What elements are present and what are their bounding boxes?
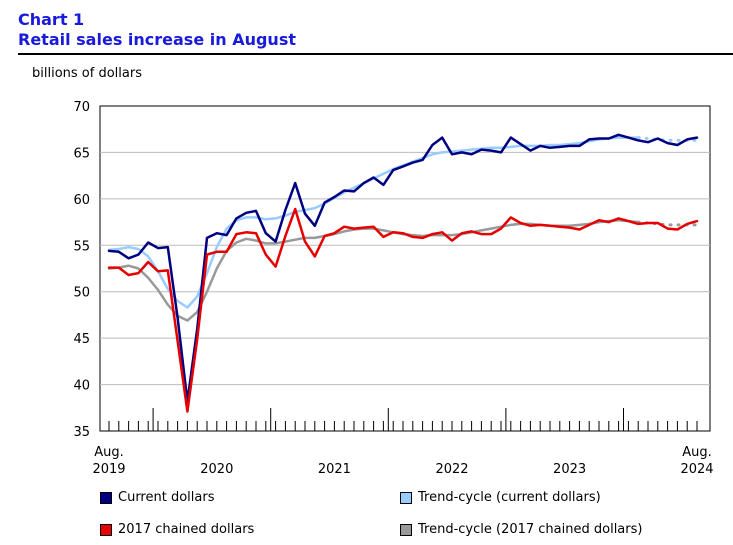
y-tick-label: 70 — [73, 100, 90, 115]
plot-area-border — [99, 105, 711, 432]
line-chart: 35 40 45 50 55 60 65 70 Aug. 2019 2020 2021 2022 202… — [73, 100, 713, 477]
legend-item-chained: 2017 chained dollars — [100, 522, 254, 537]
legend-label-chained: 2017 chained dollars — [118, 522, 255, 537]
y-tick-label: 50 — [73, 286, 90, 301]
legend-label-trend-current: Trend-cycle (current dollars) — [418, 490, 601, 505]
legend-swatch-current — [100, 491, 112, 504]
y-tick-label: 45 — [73, 332, 90, 347]
x-tick-label-month: Aug. — [94, 445, 124, 460]
title-divider — [18, 53, 733, 55]
series-line-current — [107, 133, 699, 403]
x-tick-label-year: 2020 — [200, 462, 233, 477]
legend-item-current: Current dollars — [100, 490, 214, 505]
legend-label-current: Current dollars — [118, 490, 215, 505]
legend-swatch-trend-current — [400, 491, 412, 504]
y-tick-label: 60 — [73, 193, 90, 208]
chart-number: Chart 1 — [18, 10, 85, 29]
legend-swatch-trend-chained — [400, 523, 412, 536]
x-tick-label-year: 2019 — [92, 462, 125, 477]
chart-title-block: Chart 1 Retail sales increase in August — [18, 10, 733, 50]
legend-item-trend-current: Trend-cycle (current dollars) — [400, 490, 601, 505]
y-tick-label: 65 — [73, 146, 90, 161]
x-tick-label-year: 2024 — [680, 462, 713, 477]
legend-label-trend-chained: Trend-cycle (2017 chained dollars) — [418, 522, 643, 537]
y-tick-label: 40 — [73, 379, 90, 394]
y-axis-unit-label: billions of dollars — [32, 66, 142, 81]
x-tick-label-year: 2023 — [553, 462, 586, 477]
y-tick-label: 55 — [73, 239, 90, 254]
legend-swatch-chained — [100, 523, 112, 536]
series-line-chained — [107, 207, 699, 413]
series-line-trend-current — [107, 136, 640, 309]
x-tick-label-year: 2021 — [318, 462, 351, 477]
x-tick-label-year: 2022 — [435, 462, 468, 477]
y-tick-label: 35 — [73, 425, 90, 440]
chart-title: Retail sales increase in August — [18, 30, 296, 49]
x-tick-label-month: Aug. — [682, 445, 712, 460]
legend-item-trend-chained: Trend-cycle (2017 chained dollars) — [400, 522, 642, 537]
